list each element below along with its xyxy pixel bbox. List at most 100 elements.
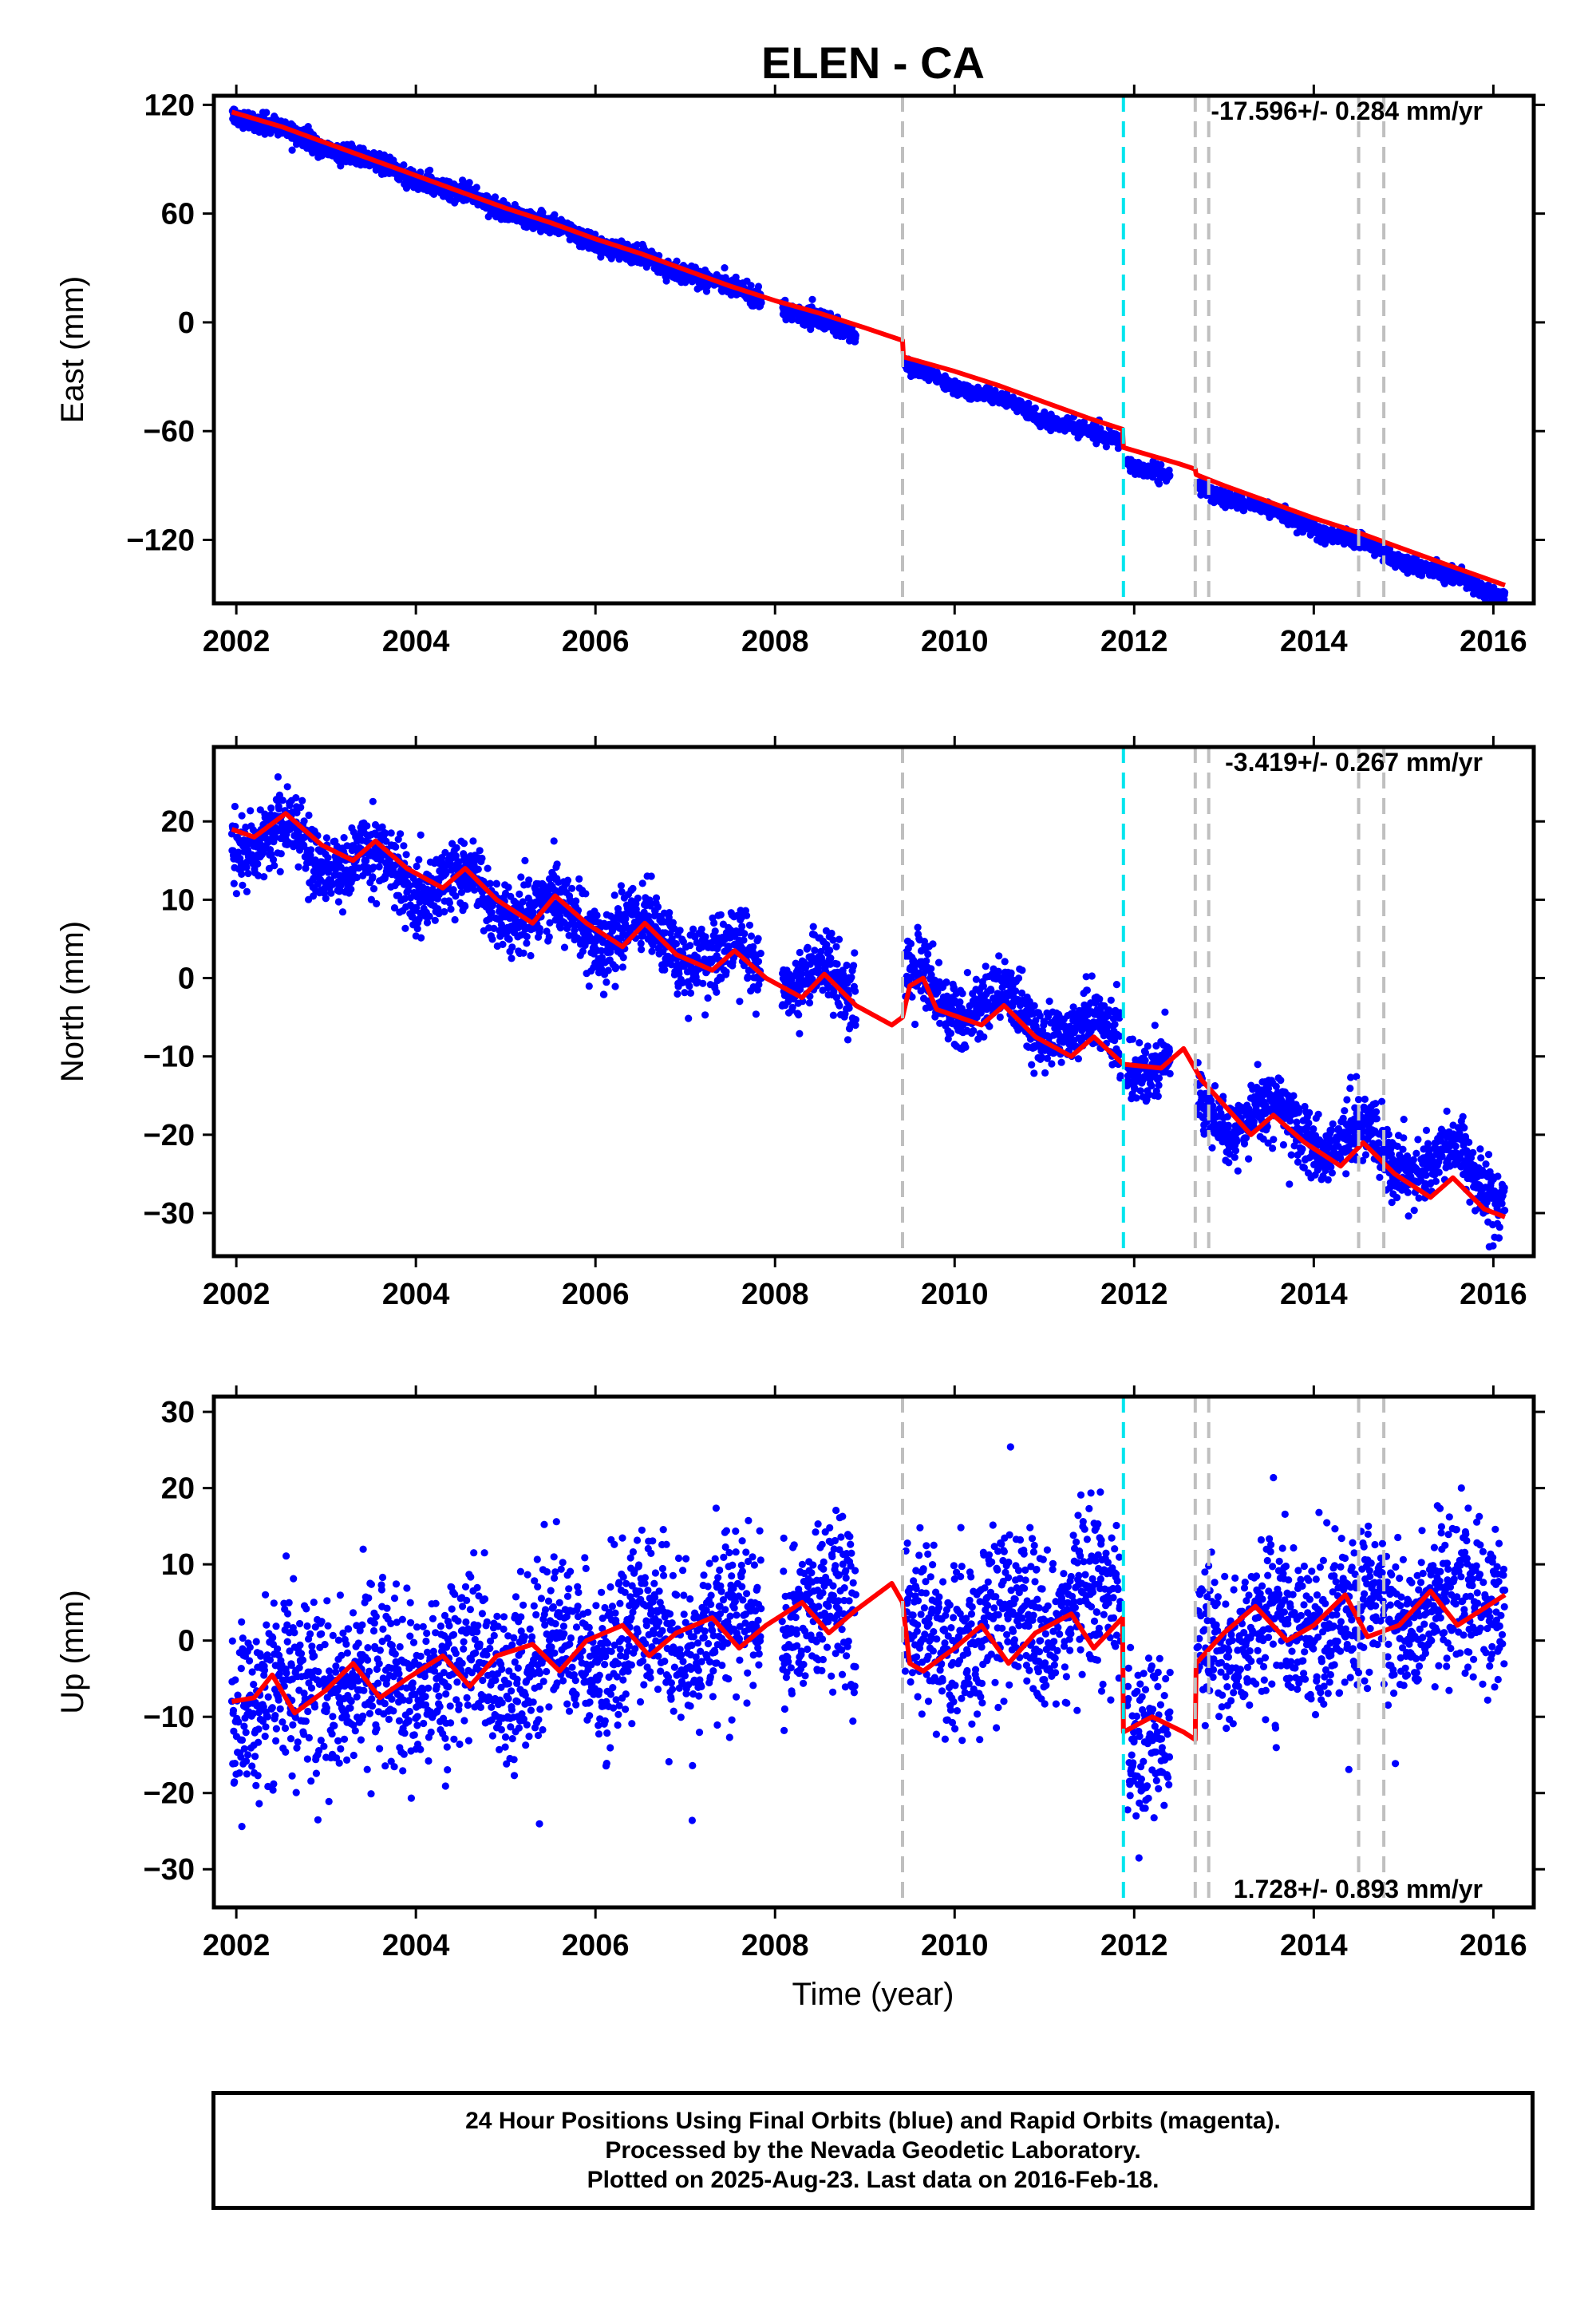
data-point (309, 892, 318, 900)
data-point (442, 869, 450, 877)
x-tick-label: 2010 (921, 625, 989, 658)
y-tick-label: −60 (144, 415, 195, 449)
data-point (1025, 399, 1033, 407)
data-point (277, 850, 285, 858)
data-point (340, 834, 348, 842)
data-point (259, 848, 267, 856)
data-point (563, 876, 572, 884)
data-point (1166, 472, 1174, 480)
data-point (535, 924, 544, 933)
data-point (401, 895, 409, 903)
data-point (829, 1011, 837, 1019)
data-point (243, 864, 251, 871)
data-point (1157, 460, 1165, 469)
data-point (582, 890, 590, 898)
data-point (343, 842, 351, 850)
data-point (747, 932, 756, 940)
data-point (445, 899, 454, 907)
data-point (402, 851, 410, 859)
data-point (670, 925, 678, 933)
data-point (754, 958, 763, 966)
data-point (736, 998, 744, 1006)
data-point (545, 933, 553, 941)
data-point (521, 856, 529, 864)
data-point (699, 979, 707, 987)
data-point (297, 804, 305, 812)
data-point (743, 911, 751, 919)
data-point (271, 862, 279, 870)
data-point (550, 837, 558, 845)
data-point (516, 890, 523, 898)
data-point (447, 905, 455, 913)
data-point (307, 846, 315, 854)
data-point (382, 837, 390, 845)
data-point (738, 923, 746, 931)
plot-area (228, 105, 1509, 603)
data-point (255, 871, 263, 879)
data-point (721, 264, 729, 272)
data-point (681, 989, 689, 997)
data-points (228, 105, 1509, 603)
y-tick-label: −120 (126, 524, 195, 558)
data-point (288, 146, 296, 154)
data-point (830, 988, 838, 996)
data-point (347, 885, 355, 893)
data-point (809, 923, 817, 931)
data-point (423, 919, 432, 927)
data-point (788, 1003, 796, 1011)
data-point (744, 973, 752, 981)
data-point (632, 899, 640, 907)
data-point (757, 950, 764, 958)
data-point (239, 881, 247, 889)
data-point (461, 903, 469, 911)
data-point (828, 929, 836, 938)
data-point (375, 863, 383, 871)
data-point (661, 966, 669, 974)
velocity-rate-label: -17.596+/- 0.284 mm/yr (1211, 97, 1483, 125)
data-point (491, 193, 500, 201)
data-point (392, 843, 400, 851)
data-point (740, 936, 748, 944)
data-point (602, 978, 610, 986)
data-point (415, 915, 423, 923)
data-point (686, 989, 695, 997)
data-point (367, 895, 375, 903)
data-point (426, 166, 434, 174)
data-point (551, 211, 559, 219)
data-point (306, 852, 314, 860)
x-tick-label: 2002 (203, 625, 271, 658)
data-point (757, 298, 765, 306)
data-point (363, 822, 371, 830)
data-point (652, 894, 661, 902)
data-point (618, 963, 627, 971)
data-point (274, 773, 282, 781)
data-point (634, 894, 642, 903)
data-point (470, 886, 479, 894)
data-point (236, 855, 244, 863)
data-point (243, 887, 251, 895)
data-point (654, 903, 662, 911)
data-point (267, 804, 275, 812)
data-point (508, 943, 516, 951)
data-point (579, 947, 587, 955)
data-point (378, 823, 386, 831)
data-point (497, 920, 506, 929)
data-point (711, 927, 719, 935)
data-point (805, 999, 814, 1007)
data-point (452, 852, 460, 860)
data-point (413, 925, 421, 933)
data-point (294, 863, 302, 871)
data-point (300, 817, 308, 825)
data-point (647, 872, 655, 880)
data-point (745, 921, 754, 929)
data-point (710, 919, 718, 927)
data-point (413, 903, 421, 911)
data-point (674, 990, 681, 998)
data-point (499, 940, 507, 948)
data-point (397, 830, 405, 838)
data-point (283, 783, 291, 791)
data-point (676, 927, 684, 935)
data-point (754, 935, 762, 943)
plot-area (227, 773, 1509, 1251)
